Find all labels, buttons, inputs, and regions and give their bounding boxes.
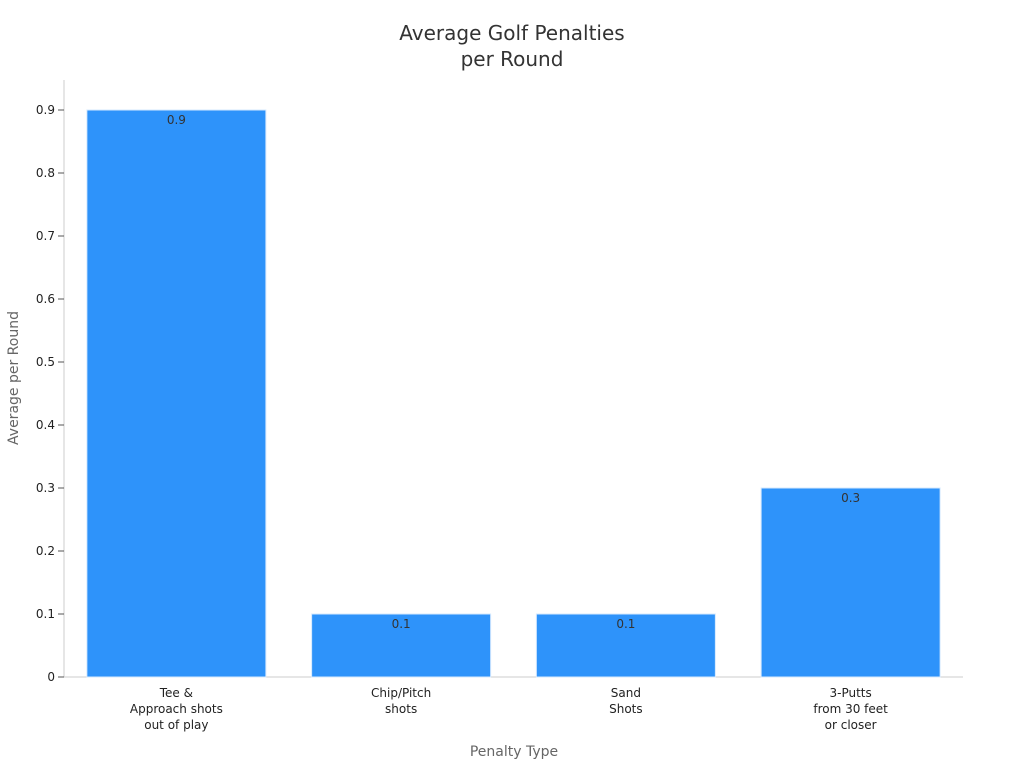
y-tick-label: 0.5: [36, 355, 55, 369]
y-tick-label: 0.1: [36, 607, 55, 621]
chart-title: per Round: [461, 47, 564, 71]
y-tick-label: 0.4: [36, 418, 55, 432]
x-tick-label: Shots: [609, 702, 643, 716]
y-tick-label: 0.2: [36, 544, 55, 558]
x-tick-label: Tee &: [159, 686, 193, 700]
data-label: 0.1: [392, 617, 411, 631]
y-tick-label: 0.9: [36, 103, 55, 117]
x-tick-label: out of play: [144, 718, 208, 732]
y-tick-label: 0.6: [36, 292, 55, 306]
bar: [760, 487, 941, 678]
x-tick-label: Chip/Pitch: [371, 686, 431, 700]
data-label: 0.9: [167, 113, 186, 127]
y-tick-label: 0.8: [36, 166, 55, 180]
y-tick-label: 0.7: [36, 229, 55, 243]
x-tick-label: Sand: [611, 686, 641, 700]
y-tick-label: 0.3: [36, 481, 55, 495]
bar: [86, 109, 267, 678]
x-tick-label: from 30 feet: [813, 702, 888, 716]
data-label: 0.1: [616, 617, 635, 631]
data-label: 0.3: [841, 491, 860, 505]
y-tick-label: 0: [47, 670, 55, 684]
x-tick-label: Approach shots: [130, 702, 223, 716]
x-tick-label: or closer: [825, 718, 877, 732]
x-axis-title: Penalty Type: [470, 744, 558, 760]
x-tick-label: 3-Putts: [829, 686, 871, 700]
chart-title: Average Golf Penalties: [399, 21, 624, 45]
bar: [311, 613, 492, 678]
bar: [535, 613, 716, 678]
y-axis-title: Average per Round: [6, 311, 22, 445]
x-tick-label: shots: [385, 702, 417, 716]
